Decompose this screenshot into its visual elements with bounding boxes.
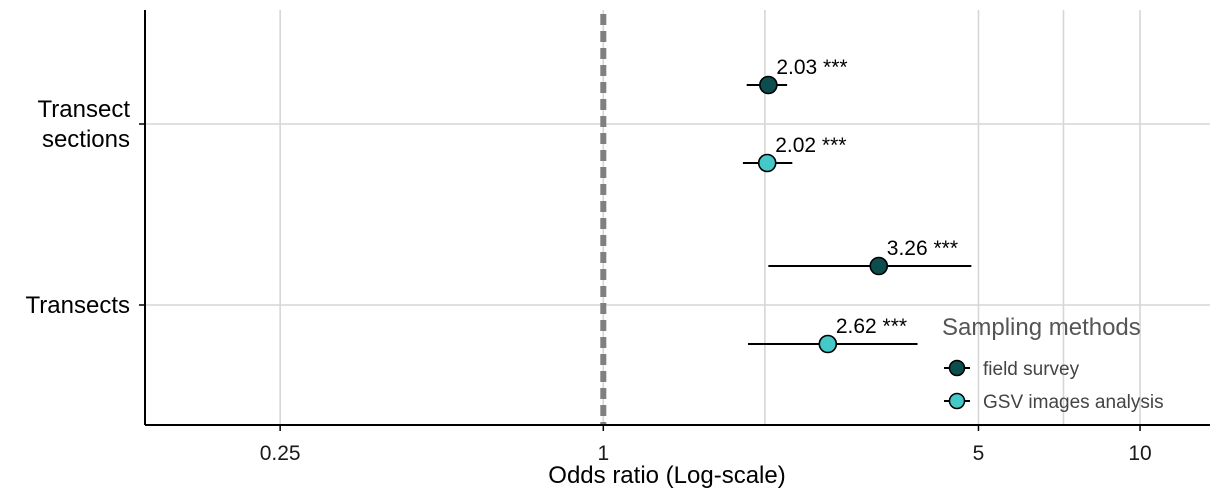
category-label-0-line-1: sections [42, 126, 130, 153]
legend-key-point-gsv-images-analysis [948, 392, 966, 410]
grid-layer [145, 10, 1210, 425]
legend-label-gsv-images-analysis: GSV images analysis [983, 392, 1164, 413]
data-label-gsv-images-analysis-1: 2.62 *** [836, 315, 907, 338]
point-field-survey-1 [869, 256, 889, 276]
legend: Sampling methods field survey GSV images … [942, 314, 1164, 413]
x-tick-label-10: 10 [1128, 442, 1151, 465]
data-label-field-survey-1: 3.26 *** [887, 237, 958, 260]
marks-layer: 2.03 *** 3.26 *** 2.02 *** 2.62 *** [742, 56, 972, 354]
category-label-0-line-0: Transect [38, 96, 131, 123]
category-label-layer: Transect sections Transects [26, 96, 131, 319]
x-tick-label-0.25: 0.25 [260, 442, 301, 465]
x-tick-label-1: 1 [597, 442, 609, 465]
legend-key-point-field-survey [948, 359, 966, 377]
x-axis-title: Odds ratio (Log-scale) [548, 462, 785, 489]
data-label-field-survey-0: 2.03 *** [776, 56, 847, 79]
tick-label-layer: 0.25 1 5 10 [260, 442, 1152, 465]
point-field-survey-0 [759, 75, 778, 95]
category-label-1-line-0: Transects [26, 292, 130, 319]
legend-label-field-survey: field survey [983, 359, 1080, 380]
data-label-gsv-images-analysis-0: 2.02 *** [775, 134, 846, 157]
legend-title: Sampling methods [942, 314, 1141, 341]
axis-layer [139, 10, 1210, 431]
point-gsv-images-analysis-0 [757, 153, 777, 173]
x-tick-label-5: 5 [973, 442, 985, 465]
point-gsv-images-analysis-1 [818, 334, 838, 354]
